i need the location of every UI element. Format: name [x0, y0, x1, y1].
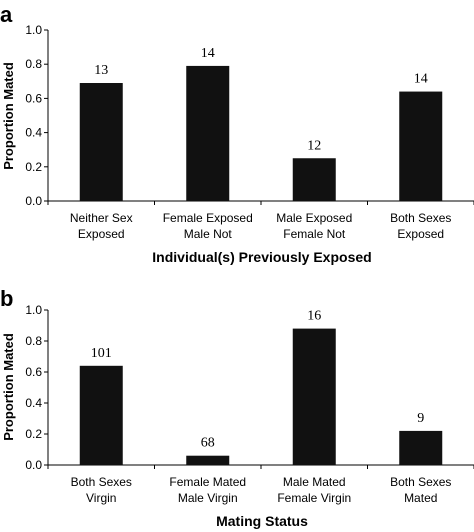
panel-b-bar	[186, 455, 230, 465]
panel-b-category-label: Male Virgin	[178, 491, 238, 505]
panel-a-category-label: Male Not	[184, 227, 233, 241]
panel-a-y-tick-label: 0.4	[25, 126, 42, 140]
panel-b-y-tick-label: 0.6	[25, 365, 42, 379]
panel-b-category-label: Female Mated	[169, 475, 246, 489]
panel-b-category-label: Mated	[404, 491, 437, 505]
panel-a-category-label: Female Not	[283, 227, 346, 241]
panel-b-x-axis-label: Mating Status	[216, 513, 308, 529]
panel-b-data-label: 101	[91, 346, 112, 361]
panel-b-y-tick-label: 1.0	[25, 303, 42, 317]
panel-a-letter: a	[0, 2, 13, 27]
panel-a-y-tick-label: 0.0	[25, 194, 42, 208]
panel-a-category-label: Exposed	[78, 227, 125, 241]
panel-a-bar	[79, 83, 123, 201]
panel-b-bar	[399, 430, 443, 465]
panel-a-data-label: 14	[414, 72, 428, 87]
panel-a-category-label: Both Sexes	[390, 211, 451, 225]
panel-b-category-label: Female Virgin	[277, 491, 351, 505]
panel-b-y-tick-label: 0.8	[25, 334, 42, 348]
panel-a-category-label: Exposed	[397, 227, 444, 241]
panel-a-y-tick-label: 0.2	[25, 160, 42, 174]
panel-b-y-tick-label: 0.0	[25, 458, 42, 472]
panel-b-y-tick-label: 0.2	[25, 427, 42, 441]
panel-a-y-axis-label: Proportion Mated	[1, 62, 16, 170]
panel-b-category-label: Both Sexes	[390, 475, 451, 489]
panel-b-category-label: Male Mated	[283, 475, 346, 489]
panel-a-category-label: Neither Sex	[70, 211, 133, 225]
panel-b-data-label: 9	[417, 411, 424, 426]
panel-a-bar	[399, 91, 443, 201]
panel-b-letter: b	[0, 286, 13, 311]
panel-a-data-label: 12	[307, 138, 321, 153]
panel-a-x-axis-label: Individual(s) Previously Exposed	[152, 249, 371, 265]
panel-b-category-label: Both Sexes	[71, 475, 132, 489]
panel-b-bar	[292, 328, 336, 465]
panel-b-data-label: 68	[201, 436, 215, 451]
panel-a-y-tick-label: 1.0	[25, 23, 42, 37]
panel-b-y-axis-label: Proportion Mated	[1, 333, 16, 441]
panel-a-y-tick-label: 0.8	[25, 57, 42, 71]
panel-a-category-label: Male Exposed	[276, 211, 352, 225]
panel-a-category-label: Female Exposed	[163, 211, 253, 225]
panel-a-bar	[186, 65, 230, 201]
panel-a-data-label: 13	[94, 63, 108, 78]
panel-a-data-label: 14	[201, 46, 215, 61]
panel-b-category-label: Virgin	[86, 491, 116, 505]
panel-a-y-tick-label: 0.6	[25, 91, 42, 105]
panel-b-y-tick-label: 0.4	[25, 396, 42, 410]
panel-b-bar	[79, 365, 123, 465]
panel-a-bar	[292, 158, 336, 201]
panel-b-data-label: 16	[307, 309, 321, 324]
